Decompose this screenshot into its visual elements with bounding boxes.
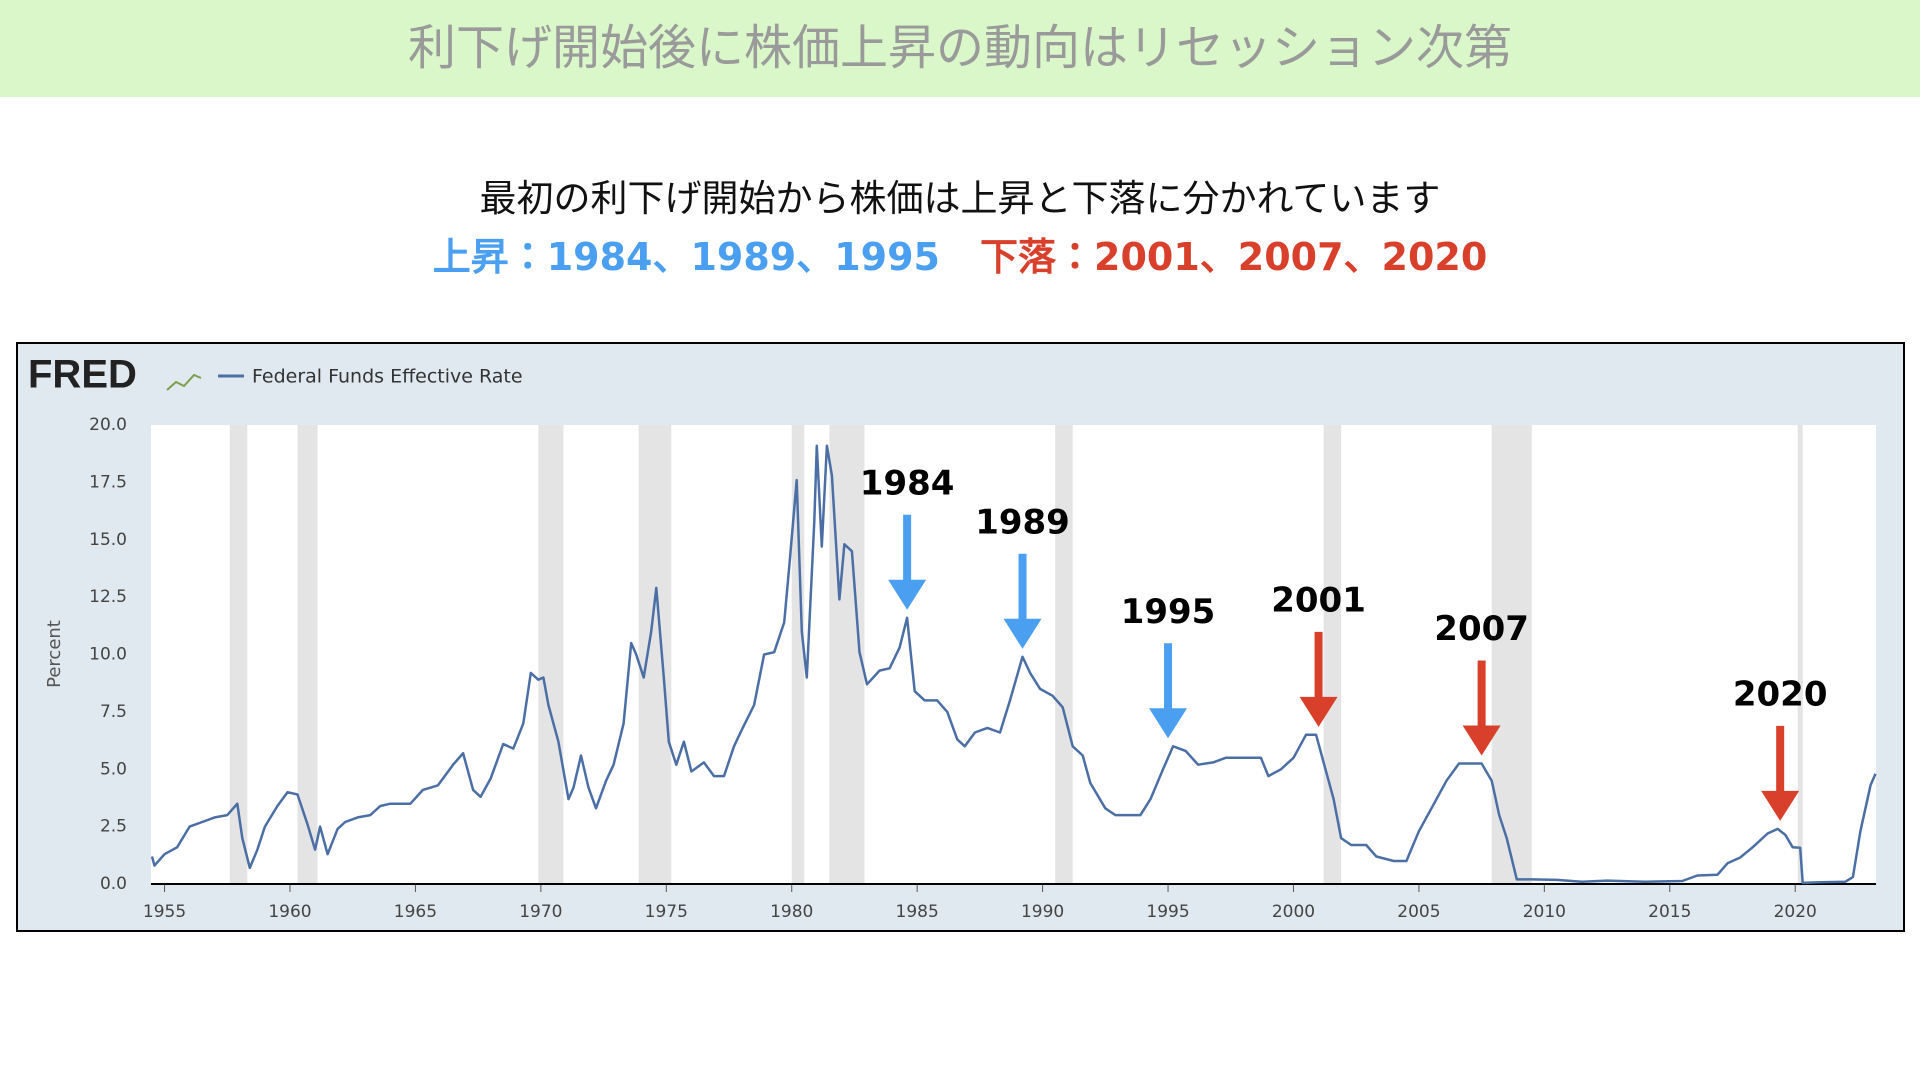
recession-band: [297, 425, 318, 884]
recession-band: [538, 425, 564, 884]
annotation-label: 1995: [1121, 592, 1216, 632]
x-tick-label: 1995: [1146, 902, 1189, 922]
source-logo: FRED: [28, 353, 137, 397]
y-tick-label: 10.0: [89, 645, 127, 665]
annotation-arrow-head: [888, 579, 927, 610]
recession-band: [829, 425, 865, 884]
y-tick-label: 2.5: [100, 817, 127, 837]
y-tick-label: 20.0: [89, 415, 127, 435]
x-tick-label: 2015: [1648, 902, 1691, 922]
x-tick-label: 2000: [1272, 902, 1315, 922]
annotation-label: 2007: [1434, 609, 1529, 649]
recession-band: [1491, 425, 1532, 884]
annotation-label: 1989: [975, 502, 1070, 542]
subtitle-years: 上昇：1984、1989、1995 下落：2001、2007、2020: [0, 226, 1920, 281]
subtitle: 最初の利下げ開始から株価は上昇と下落に分かれています: [479, 177, 1441, 220]
recession-band: [791, 425, 805, 884]
y-tick-label: 5.0: [100, 759, 127, 779]
annotation-label: 2001: [1271, 580, 1366, 620]
fall-years: 下落：2001、2007、2020: [980, 235, 1488, 279]
y-axis-label: Percent: [44, 620, 65, 688]
x-tick-label: 1970: [519, 902, 562, 922]
x-tick-label: 1990: [1021, 902, 1064, 922]
annotation-arrow-head: [1149, 708, 1188, 739]
annotation-arrow-head: [1462, 725, 1501, 756]
x-tick-label: 2010: [1523, 902, 1566, 922]
recession-band: [1323, 425, 1342, 884]
recession-band: [638, 425, 672, 884]
y-tick-label: 0.0: [100, 874, 127, 894]
x-tick-label: 1975: [645, 902, 688, 922]
y-tick-label: 15.0: [89, 530, 127, 550]
recession-band: [1797, 425, 1803, 884]
recession-band: [229, 425, 248, 884]
x-tick-label: 1985: [896, 902, 939, 922]
data-line: [150, 444, 1877, 885]
annotation-label: 2020: [1733, 674, 1828, 714]
y-tick-label: 7.5: [100, 702, 127, 722]
x-tick-label: 2005: [1397, 902, 1440, 922]
annotation-label: 1984: [860, 463, 955, 503]
x-tick-label: 1980: [770, 902, 813, 922]
annotation-arrow-head: [1761, 790, 1800, 821]
x-tick-label: 2020: [1774, 902, 1817, 922]
title-bar: [0, 0, 1920, 97]
plot-area: [151, 425, 1876, 884]
y-tick-label: 12.5: [89, 587, 127, 607]
x-tick-label: 1965: [394, 902, 437, 922]
x-tick-label: 1960: [268, 902, 311, 922]
rise-years: 上昇：1984、1989、1995: [432, 235, 940, 279]
recession-band: [1055, 425, 1073, 884]
x-tick-label: 1955: [143, 902, 186, 922]
legend-label: Federal Funds Effective Rate: [252, 366, 523, 388]
page-title: 利下げ開始後に株価上昇の動向はリセッション次第: [407, 20, 1512, 76]
y-tick-label: 17.5: [89, 472, 127, 492]
annotation-arrow-head: [1003, 618, 1042, 649]
logo-icon: [166, 373, 202, 391]
annotation-arrow-head: [1299, 696, 1338, 727]
